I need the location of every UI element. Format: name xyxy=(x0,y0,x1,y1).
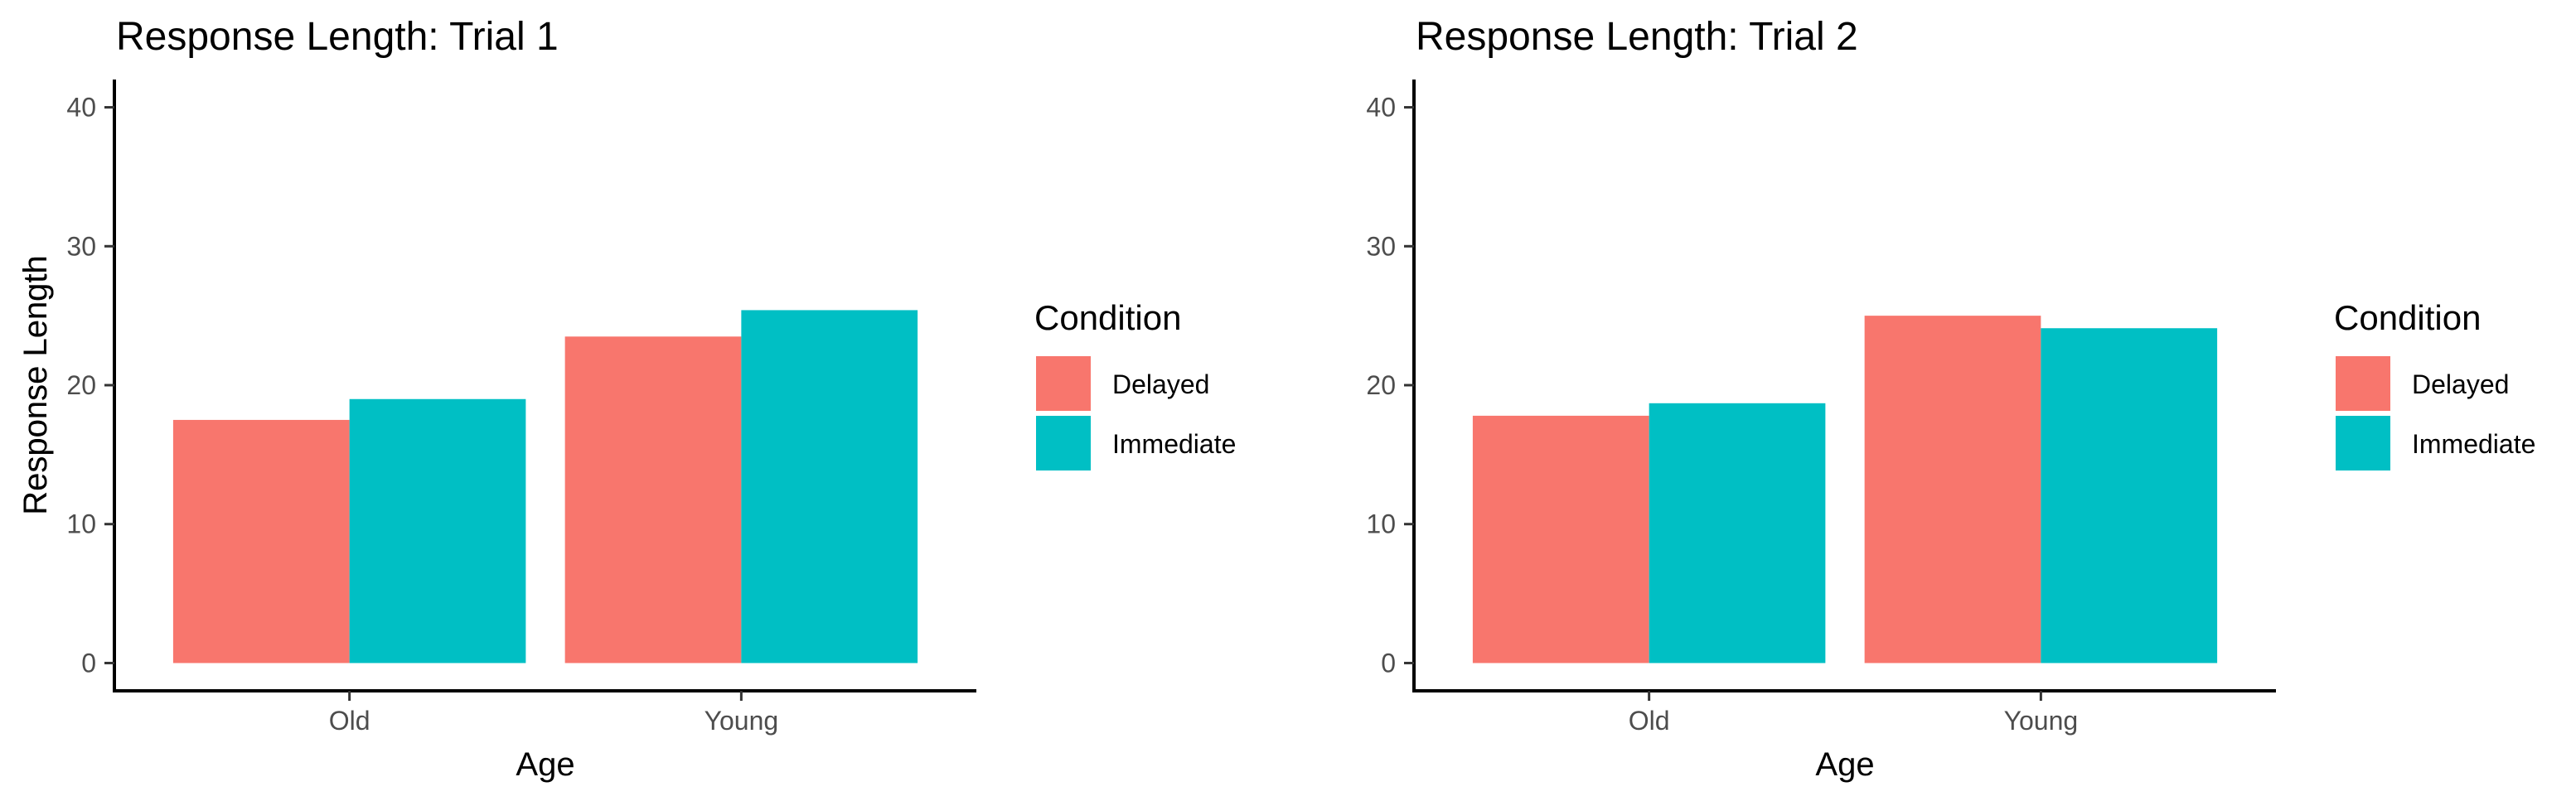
legend-label-delayed: Delayed xyxy=(1112,369,1209,399)
legend-title: Condition xyxy=(1034,298,1181,337)
legend-swatch-delayed xyxy=(2336,356,2390,411)
y-tick-label: 40 xyxy=(66,93,96,123)
legend-title: Condition xyxy=(2334,298,2481,337)
y-tick-label: 40 xyxy=(1366,93,1396,123)
bar-old-delayed xyxy=(1472,415,1649,663)
bar-young-immediate xyxy=(741,310,918,663)
legend-label-immediate: Immediate xyxy=(2412,429,2535,459)
bar-old-immediate xyxy=(1649,403,1826,663)
y-tick-label: 20 xyxy=(66,370,96,400)
x-tick-label: Old xyxy=(329,706,370,736)
legend-swatch-delayed xyxy=(1036,356,1091,411)
y-tick-label: 30 xyxy=(1366,231,1396,261)
y-tick-label: 0 xyxy=(1381,648,1396,678)
x-axis-title: Age xyxy=(516,746,574,783)
y-tick-label: 10 xyxy=(66,509,96,539)
y-axis-title: Response Length xyxy=(17,255,54,515)
y-tick-label: 0 xyxy=(81,648,96,678)
chart-title: Response Length: Trial 1 xyxy=(116,15,559,59)
x-tick-label: Old xyxy=(1629,706,1670,736)
x-axis-title: Age xyxy=(1815,746,1874,783)
x-tick-label: Young xyxy=(705,706,779,736)
y-tick-label: 10 xyxy=(1366,509,1396,539)
bar-old-delayed xyxy=(172,419,350,663)
bar-old-immediate xyxy=(349,398,526,663)
chart-title: Response Length: Trial 2 xyxy=(1416,15,1858,59)
chart-panel-1: Response Length: Trial 1 0 10 20 30 40 Old Youn… xyxy=(17,15,1236,783)
bar-young-delayed xyxy=(1864,316,2041,663)
legend-swatch-immediate xyxy=(1036,416,1091,470)
y-tick-label: 20 xyxy=(1366,370,1396,400)
legend-label-immediate: Immediate xyxy=(1112,429,1236,459)
legend-swatch-immediate xyxy=(2336,416,2390,470)
y-tick-label: 30 xyxy=(66,231,96,261)
chart-panel-2: Response Length: Trial 2 0 10 20 30 40 Old Youn… xyxy=(17,15,2535,783)
bar-young-delayed xyxy=(564,336,742,663)
legend-label-delayed: Delayed xyxy=(2412,369,2509,399)
x-tick-label: Young xyxy=(2004,706,2079,736)
bar-young-immediate xyxy=(2041,328,2218,663)
y-axis-title: Response Length xyxy=(17,255,54,515)
